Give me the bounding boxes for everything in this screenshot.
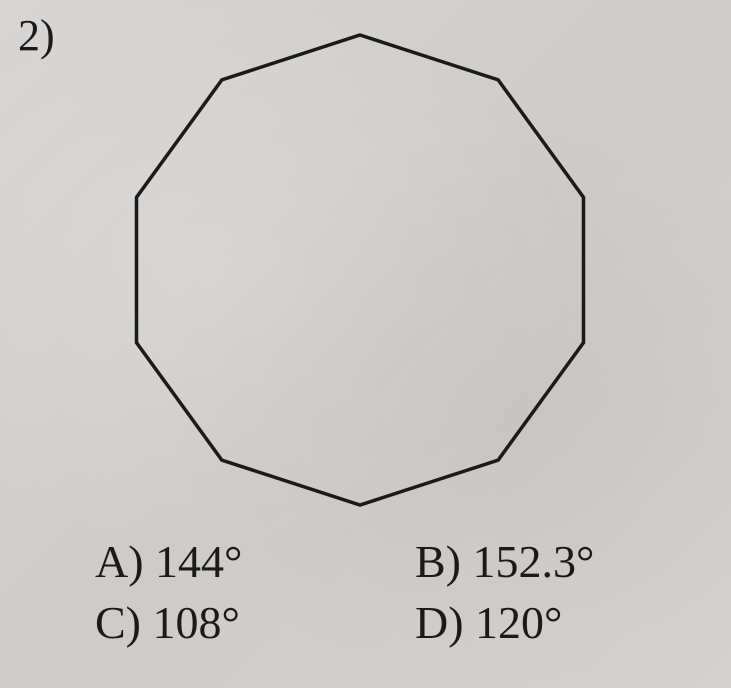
- answer-choices: A) 144° B) 152.3° C) 108° D) 120°: [95, 535, 715, 657]
- question-number: 2): [18, 10, 55, 61]
- answer-b: B) 152.3°: [415, 535, 715, 588]
- answer-d-value: 120°: [475, 597, 562, 648]
- decagon-svg: [110, 20, 610, 520]
- polygon-figure: [110, 20, 610, 520]
- decagon-shape: [137, 35, 584, 505]
- answer-c-letter: C): [95, 597, 141, 648]
- answer-d: D) 120°: [415, 596, 715, 649]
- answer-b-letter: B): [415, 536, 461, 587]
- answer-d-letter: D): [415, 597, 464, 648]
- answer-a-letter: A): [95, 536, 144, 587]
- answer-b-value: 152.3°: [473, 536, 595, 587]
- answer-c: C) 108°: [95, 596, 415, 649]
- answer-row-1: A) 144° B) 152.3°: [95, 535, 715, 588]
- answer-row-2: C) 108° D) 120°: [95, 596, 715, 649]
- answer-c-value: 108°: [153, 597, 240, 648]
- answer-a: A) 144°: [95, 535, 415, 588]
- answer-a-value: 144°: [155, 536, 242, 587]
